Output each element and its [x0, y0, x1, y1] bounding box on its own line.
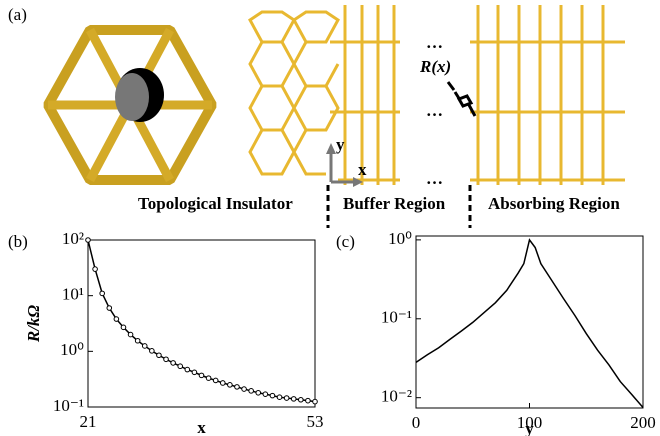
region-label: Buffer Region — [343, 194, 446, 213]
y-tick-label: 10⁻¹ — [381, 308, 412, 327]
data-point — [171, 361, 176, 366]
ellipsis: … — [426, 101, 443, 120]
y-axis-label: R/kΩ — [24, 305, 43, 344]
data-point — [313, 399, 318, 404]
data-line — [416, 240, 643, 408]
data-point — [263, 392, 268, 397]
data-point — [192, 370, 197, 375]
data-point — [142, 344, 147, 349]
data-point — [164, 357, 169, 362]
data-point — [135, 338, 140, 343]
axis-y-label: y — [336, 135, 345, 154]
data-point — [178, 364, 183, 369]
data-point — [93, 267, 98, 272]
data-point — [107, 306, 112, 311]
data-point — [157, 353, 162, 358]
data-point — [213, 378, 218, 383]
plot-frame — [88, 240, 315, 407]
data-point — [256, 390, 261, 395]
data-point — [185, 367, 190, 372]
y-tick-label: 10² — [62, 229, 84, 248]
data-point — [270, 393, 275, 398]
y-tick-label: 10⁻² — [381, 387, 412, 406]
data-point — [150, 349, 155, 354]
axis-x-label: x — [358, 160, 367, 179]
data-point — [228, 383, 233, 388]
data-point — [306, 398, 311, 403]
data-point — [277, 395, 282, 400]
ellipsis: … — [426, 33, 443, 52]
figure: (a) R(x) y x … … … … Topological Insulat… — [0, 0, 660, 436]
y-tick-label: 10⁰ — [60, 340, 84, 359]
data-point — [114, 317, 119, 322]
ellipsis: … — [426, 169, 443, 188]
x-axis-label: y — [525, 419, 534, 436]
region-label: Topological Insulator — [138, 194, 293, 213]
data-point — [299, 397, 304, 402]
data-point — [284, 396, 289, 401]
y-tick-label: 10¹ — [62, 285, 84, 304]
data-point — [199, 373, 204, 378]
data-point — [86, 238, 91, 243]
data-point — [249, 389, 254, 394]
data-point — [220, 381, 225, 386]
resistor-label: R(x) — [419, 57, 451, 76]
data-point — [128, 332, 133, 337]
data-point — [206, 376, 211, 381]
x-tick-label: 0 — [412, 413, 421, 432]
data-point — [291, 397, 296, 402]
x-axis-label: x — [197, 418, 206, 436]
data-point — [121, 325, 126, 330]
x-tick-label: 21 — [80, 412, 97, 431]
panel-label: (b) — [8, 232, 28, 251]
region-label: Absorbing Region — [488, 194, 620, 213]
data-point — [235, 385, 240, 390]
plot-frame — [416, 236, 643, 408]
panel-label: (a) — [8, 5, 27, 24]
x-tick-label: 53 — [307, 412, 324, 431]
data-point — [100, 291, 105, 296]
data-point — [242, 387, 247, 392]
panel-label: (c) — [336, 232, 355, 251]
x-tick-label: 200 — [630, 413, 656, 432]
unit-cell — [48, 30, 212, 180]
y-tick-label: 10⁰ — [388, 229, 412, 248]
